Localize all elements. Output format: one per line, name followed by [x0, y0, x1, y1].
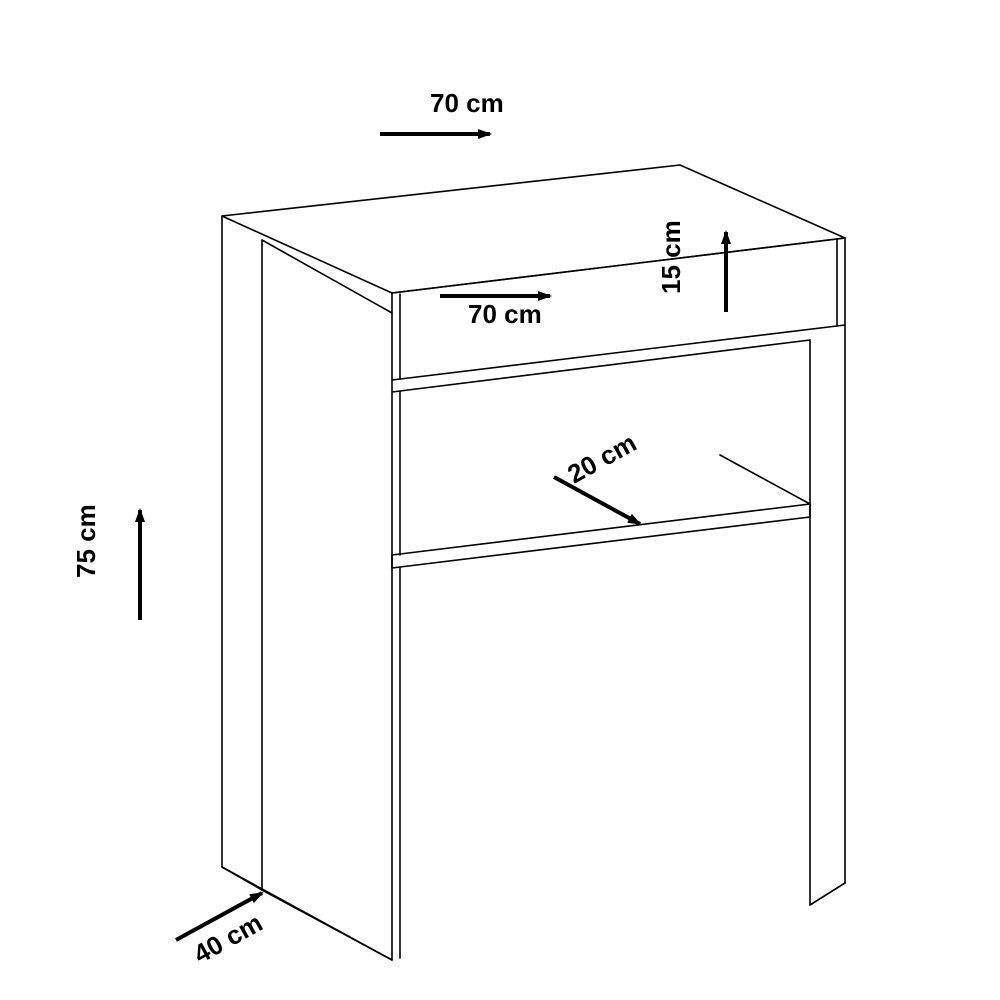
label-drawer-width: 70 cm: [468, 299, 542, 329]
dimension-arrows: [140, 134, 726, 940]
label-height: 75 cm: [71, 504, 101, 578]
label-shelf-depth: 20 cm: [562, 427, 641, 489]
label-depth: 40 cm: [188, 907, 267, 969]
dimension-diagram: 70 cm 75 cm 40 cm 70 cm 15 cm 20 cm: [0, 0, 1000, 1000]
label-drawer-height: 15 cm: [656, 220, 686, 294]
label-top-width: 70 cm: [430, 88, 504, 118]
arrow-shelf-depth: [554, 477, 640, 524]
table-outline: [222, 165, 845, 960]
dimension-labels: 70 cm 75 cm 40 cm 70 cm 15 cm 20 cm: [71, 88, 686, 969]
